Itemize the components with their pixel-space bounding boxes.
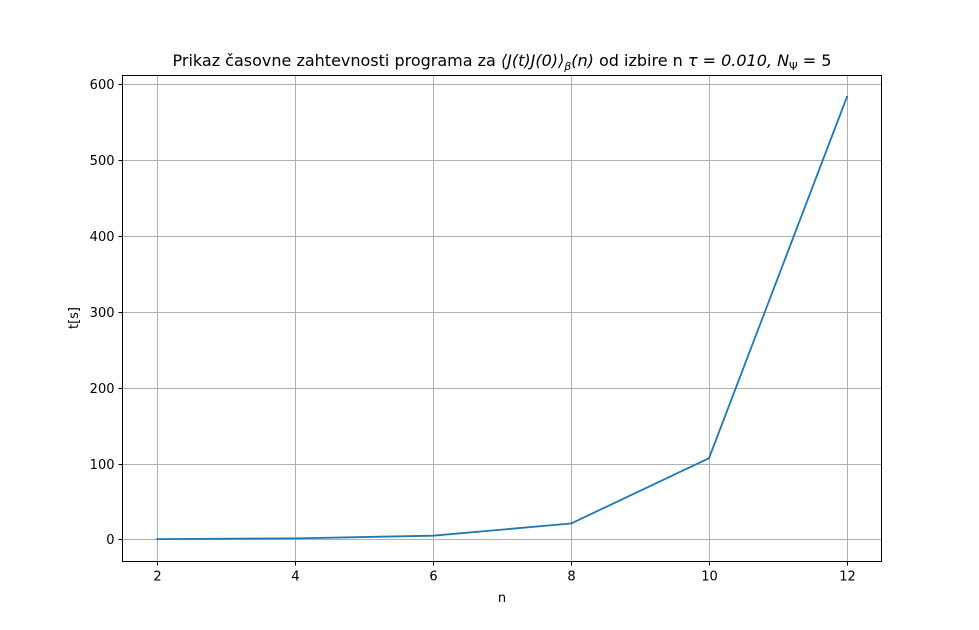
title-formula: ⟨J(t)J(0)⟩ — [501, 51, 564, 70]
y-tick-label: 600 — [90, 78, 115, 93]
y-tick-label: 200 — [90, 382, 115, 397]
y-axis-label: t[s] — [67, 307, 82, 329]
series-layer — [156, 95, 848, 540]
data-point — [570, 522, 572, 525]
chart-title: Prikaz časovne zahtevnosti programa za ⟨… — [173, 51, 832, 73]
title-middle: od izbire n — [594, 51, 688, 70]
ticks: 2 4 6 8 10 12 0 100 200 300 400 500 600 — [90, 78, 856, 585]
series-line — [156, 95, 848, 540]
data-point — [294, 537, 296, 540]
title-formula-sub: β — [563, 60, 571, 73]
data-point — [156, 538, 158, 540]
x-tick-label: 10 — [701, 570, 718, 585]
title-formula-suffix: (n) — [571, 51, 594, 70]
y-tick-label: 100 — [90, 458, 115, 473]
title-n-psi: N — [777, 51, 789, 70]
y-tick-label: 500 — [90, 154, 115, 169]
title-n-psi-value: = 5 — [798, 51, 832, 70]
data-point — [432, 534, 434, 537]
data-point — [846, 95, 848, 98]
plot-frame — [122, 75, 882, 562]
x-axis-label: n — [498, 591, 506, 606]
data-point — [708, 457, 710, 460]
title-tau: τ = 0.010, — [688, 51, 777, 70]
y-tick-label: 300 — [90, 306, 115, 321]
y-tick-label: 0 — [106, 533, 114, 548]
y-tick-label: 400 — [90, 230, 115, 245]
x-tick-label: 6 — [429, 570, 437, 585]
x-tick-label: 12 — [839, 570, 856, 585]
title-prefix: Prikaz časovne zahtevnosti programa za — [173, 51, 501, 70]
title-n-psi-sub: Ψ — [789, 60, 798, 73]
x-tick-label: 8 — [567, 570, 575, 585]
x-tick-label: 2 — [153, 570, 161, 585]
x-tick-label: 4 — [291, 570, 299, 585]
grid — [122, 75, 882, 562]
